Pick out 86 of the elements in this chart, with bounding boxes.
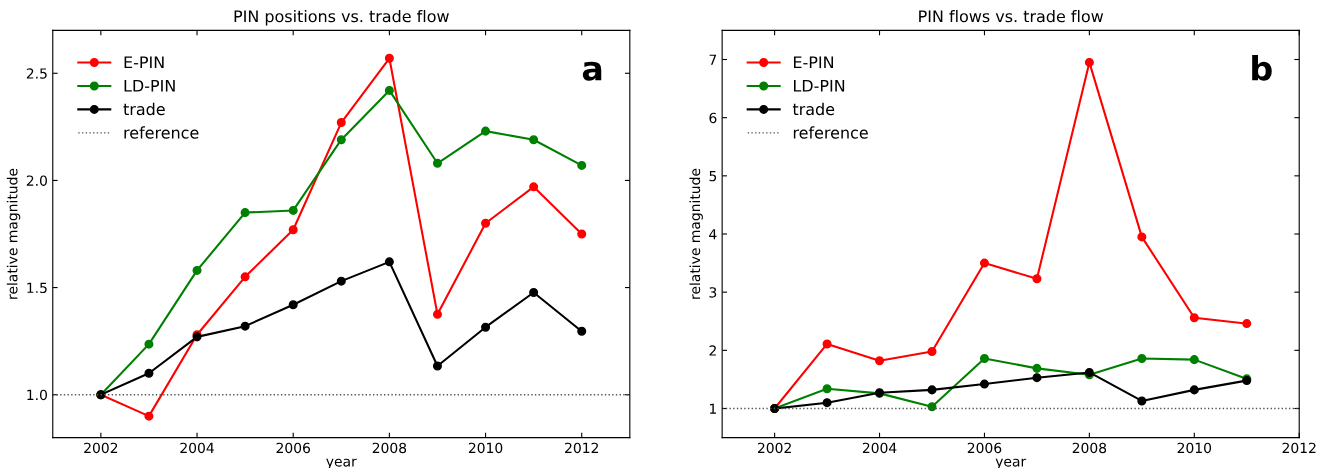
point: [1032, 363, 1042, 373]
point: [1032, 373, 1042, 383]
point: [384, 53, 394, 63]
legend-label: E-PIN: [124, 56, 164, 69]
point: [144, 339, 154, 349]
point: [577, 229, 587, 239]
x-tick-label: 2006: [967, 442, 1002, 454]
point: [979, 353, 989, 363]
point: [577, 326, 587, 336]
y-tick-label: 2.5: [26, 68, 47, 79]
point: [927, 402, 937, 412]
x-tick-label: 2012: [565, 442, 599, 454]
y-tick-label: 2: [709, 345, 716, 356]
point: [336, 276, 346, 286]
point: [822, 339, 832, 349]
point: [979, 258, 989, 268]
legend-label: trade: [792, 102, 835, 116]
point: [288, 205, 298, 215]
point: [240, 272, 250, 282]
y-tick-label: 6: [709, 112, 717, 124]
annotation: a: [582, 61, 602, 81]
point: [979, 379, 989, 389]
y-tick-label: 7: [709, 54, 717, 65]
x-tick-label: 2002: [757, 442, 791, 454]
point: [529, 182, 539, 192]
point: [288, 225, 298, 235]
point: [577, 160, 587, 170]
point: [1242, 319, 1252, 329]
legend-label: LD-PIN: [794, 79, 845, 92]
x-tick-label: 2010: [1177, 442, 1212, 454]
y-tick-label: 4: [709, 229, 717, 240]
point: [1189, 355, 1199, 365]
legend-label: E-PIN: [794, 56, 834, 69]
x-tick-label: 2010: [468, 442, 503, 454]
y-tick-label: 5: [709, 170, 717, 182]
legend-label: trade: [123, 102, 165, 116]
chart-title: PIN flows vs. trade flow: [919, 9, 1104, 23]
annotation: b: [1252, 55, 1272, 81]
x-tick-label: 2012: [1282, 442, 1316, 454]
point: [1189, 313, 1199, 323]
y-axis-title: relative magnitude: [689, 168, 703, 299]
point: [1084, 57, 1094, 67]
point: [336, 118, 346, 128]
point: [192, 265, 202, 275]
y-tick-label: 3: [709, 287, 717, 298]
point: [384, 257, 394, 267]
point: [927, 346, 937, 357]
point: [144, 368, 154, 378]
point: [144, 411, 154, 421]
point: [240, 321, 250, 331]
point: [1189, 385, 1199, 395]
point: [822, 398, 832, 408]
point: [927, 385, 937, 395]
x-tick-label: 2002: [84, 442, 118, 454]
point: [481, 218, 491, 228]
x-tick-label: 2004: [180, 442, 214, 454]
point: [432, 158, 442, 168]
point: [481, 126, 491, 136]
legend-label: reference: [124, 126, 199, 139]
point: [432, 361, 442, 371]
point: [822, 384, 832, 394]
point: [529, 287, 539, 298]
x-tick-label: 2008: [372, 442, 407, 454]
x-tick-label: 2006: [276, 442, 310, 454]
legend-label: LD-PIN: [124, 79, 175, 92]
point: [336, 135, 346, 145]
point: [1032, 274, 1042, 284]
y-tick-label: 1.5: [27, 282, 47, 294]
y-tick-label: 1.0: [27, 389, 47, 401]
point: [875, 356, 885, 366]
point: [432, 309, 442, 319]
point: [1137, 396, 1147, 406]
point: [288, 300, 298, 310]
point: [529, 135, 539, 145]
point: [240, 208, 250, 218]
x-tick-label: 2008: [1072, 442, 1107, 454]
y-axis-title: relative magnitude: [6, 168, 21, 299]
point: [384, 85, 394, 95]
point: [1137, 353, 1147, 363]
y-tick-label: 2.0: [26, 175, 47, 186]
y-tick-label: 1: [709, 403, 717, 414]
chart-title: PIN positions vs. trade flow: [234, 9, 449, 26]
point: [481, 322, 491, 332]
legend-label: reference: [793, 126, 868, 139]
x-tick-label: 2004: [862, 442, 897, 454]
point: [1137, 232, 1147, 242]
